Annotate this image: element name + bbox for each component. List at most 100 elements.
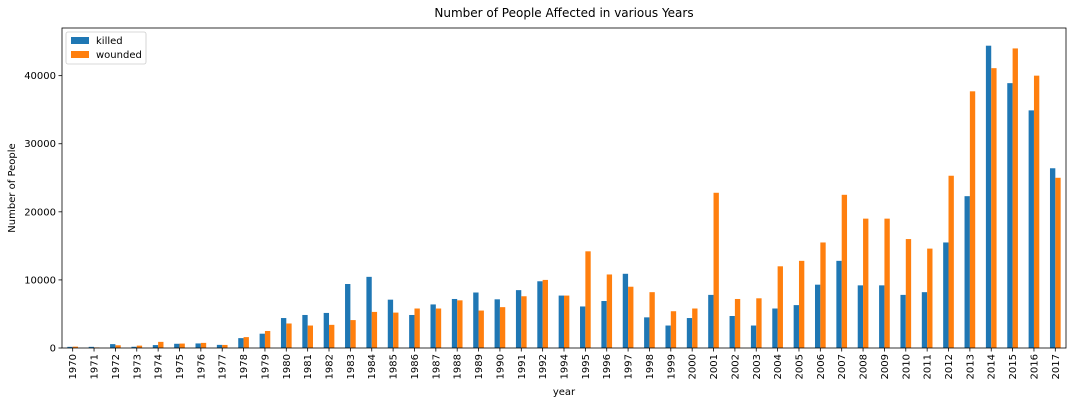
x-tick-label: 1981 xyxy=(303,354,314,379)
bar-killed-2017 xyxy=(1049,168,1056,348)
bar-killed-1989 xyxy=(473,292,479,348)
bar-killed-1978 xyxy=(238,338,244,348)
bar-wounded-1988 xyxy=(457,300,463,348)
bar-wounded-1995 xyxy=(585,251,591,348)
bar-killed-1970 xyxy=(67,346,73,348)
bar-wounded-1999 xyxy=(670,311,677,348)
bar-killed-1984 xyxy=(366,276,372,348)
x-tick-label: 2017 xyxy=(1051,354,1062,379)
bar-killed-1988 xyxy=(451,298,458,348)
x-tick-label: 1998 xyxy=(645,354,656,379)
x-tick-label: 1983 xyxy=(346,354,357,379)
bar-killed-2014 xyxy=(985,45,992,348)
x-tick-label: 1982 xyxy=(325,354,336,379)
x-tick-label: 1988 xyxy=(453,354,464,379)
bar-killed-2006 xyxy=(815,284,821,348)
x-tick-label: 2002 xyxy=(730,354,741,379)
y-tick-label: 40000 xyxy=(24,71,56,82)
bar-wounded-2015 xyxy=(1012,48,1018,349)
bar-wounded-2013 xyxy=(969,91,976,348)
bar-wounded-2002 xyxy=(734,298,741,348)
x-tick-label: 1976 xyxy=(196,354,207,379)
x-tick-label: 1978 xyxy=(239,354,250,379)
bar-killed-1971 xyxy=(88,346,95,348)
bar-wounded-1989 xyxy=(478,310,484,348)
bar-killed-1995 xyxy=(580,306,586,348)
bar-killed-2000 xyxy=(686,318,693,348)
bar-wounded-1991 xyxy=(521,296,527,348)
bar-killed-1987 xyxy=(430,304,436,348)
bar-killed-1992 xyxy=(537,281,543,348)
bar-killed-2004 xyxy=(772,308,778,348)
bar-wounded-1972 xyxy=(115,345,121,348)
x-tick-label: 1997 xyxy=(624,354,635,379)
x-tick-label: 2007 xyxy=(837,354,848,379)
chart-title: Number of People Affected in various Yea… xyxy=(434,6,693,20)
bar-wounded-1985 xyxy=(393,312,399,348)
bar-wounded-2000 xyxy=(692,308,698,348)
legend: killed wounded xyxy=(65,31,147,65)
bar-wounded-1987 xyxy=(435,308,442,348)
x-tick-label: 1994 xyxy=(560,354,571,379)
y-tick-label: 0 xyxy=(50,344,56,355)
bar-killed-1985 xyxy=(387,299,394,348)
x-tick-label: 1992 xyxy=(538,354,549,379)
bar-killed-1980 xyxy=(280,318,287,348)
x-tick-label: 2008 xyxy=(859,354,870,379)
bar-wounded-1978 xyxy=(243,337,249,348)
x-tick-label: 2005 xyxy=(794,354,805,379)
bar-wounded-1975 xyxy=(179,343,185,348)
x-tick-label: 1977 xyxy=(218,354,229,379)
x-tick-label: 1971 xyxy=(90,354,101,379)
bar-wounded-1979 xyxy=(264,330,271,348)
y-tick-label: 10000 xyxy=(24,275,56,286)
bar-wounded-2010 xyxy=(905,239,912,348)
bar-killed-1986 xyxy=(409,314,415,348)
x-tick-label: 2013 xyxy=(965,354,976,379)
bar-wounded-1977 xyxy=(222,344,228,348)
bar-killed-1972 xyxy=(110,344,116,348)
bar-killed-1974 xyxy=(152,345,159,348)
x-tick-label: 2015 xyxy=(1008,354,1019,379)
bar-killed-1983 xyxy=(345,284,351,348)
bar-wounded-2014 xyxy=(991,68,997,349)
bar-killed-2007 xyxy=(836,260,842,348)
bar-killed-2009 xyxy=(879,285,885,348)
bar-killed-2005 xyxy=(793,305,799,348)
x-tick-label: 2003 xyxy=(752,354,763,379)
x-tick-label: 2000 xyxy=(688,354,699,379)
legend-swatch-wounded xyxy=(71,51,89,58)
x-tick-label: 1986 xyxy=(410,354,421,379)
bar-wounded-1982 xyxy=(329,324,335,348)
x-tick-label: 1996 xyxy=(602,354,613,379)
bar-killed-2008 xyxy=(857,285,864,348)
bar-wounded-1983 xyxy=(350,320,356,348)
bar-killed-1975 xyxy=(174,343,180,348)
x-tick-label: 1990 xyxy=(495,354,506,379)
bar-killed-2010 xyxy=(900,294,906,348)
bar-killed-2002 xyxy=(729,316,735,348)
bar-wounded-1970 xyxy=(72,346,79,348)
bar-killed-1997 xyxy=(622,273,629,348)
bar-wounded-2017 xyxy=(1055,177,1061,348)
bars-layer xyxy=(67,45,1061,349)
bar-wounded-1973 xyxy=(136,345,143,348)
bar-wounded-2012 xyxy=(948,175,954,348)
x-tick-label: 1972 xyxy=(111,354,122,379)
bar-wounded-1996 xyxy=(606,274,613,348)
bar-killed-2012 xyxy=(943,242,949,348)
bar-killed-2011 xyxy=(921,292,928,348)
bar-wounded-2003 xyxy=(756,298,762,348)
bar-wounded-1976 xyxy=(200,342,207,348)
x-tick-label: 1985 xyxy=(389,354,400,379)
bar-wounded-2006 xyxy=(820,242,826,348)
x-tick-label: 2006 xyxy=(816,354,827,379)
legend-label-wounded: wounded xyxy=(96,50,142,61)
bar-wounded-1986 xyxy=(414,308,420,348)
x-tick-label: 1980 xyxy=(282,354,293,379)
bar-wounded-2011 xyxy=(927,248,933,348)
x-tick-label: 1999 xyxy=(666,354,677,379)
bar-wounded-2004 xyxy=(777,266,783,348)
bar-wounded-1997 xyxy=(628,286,634,348)
